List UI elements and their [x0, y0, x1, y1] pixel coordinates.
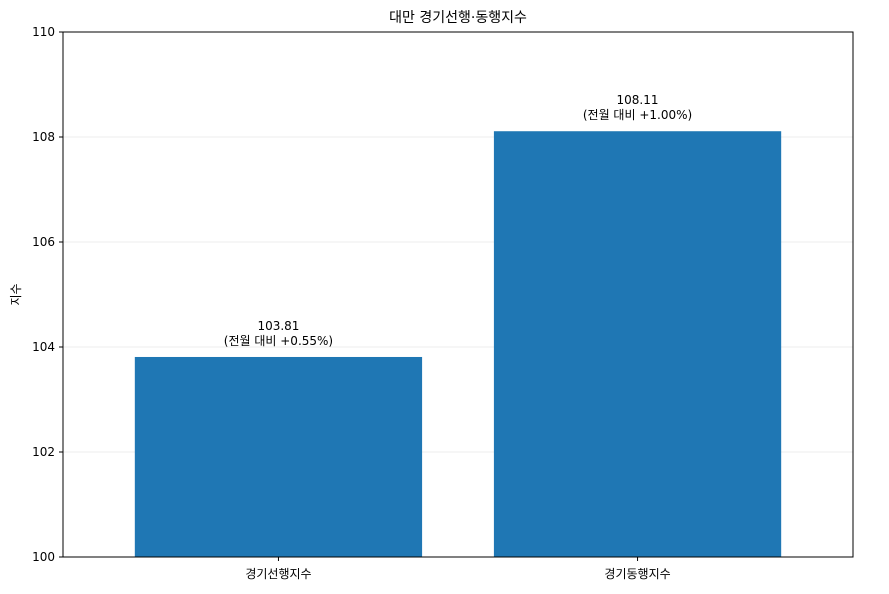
y-tick-label: 106: [32, 235, 55, 249]
bar-value-label: 103.81: [257, 319, 299, 333]
y-tick-label: 100: [32, 550, 55, 564]
y-tick-label: 108: [32, 130, 55, 144]
x-axis-ticks: 경기선행지수 경기동행지수: [245, 557, 671, 581]
bar-change-label: (전월 대비 +1.00%): [583, 108, 692, 122]
data-labels: 103.81(전월 대비 +0.55%) 108.11(전월 대비 +1.00%): [224, 93, 692, 348]
bar-1: [134, 356, 423, 557]
y-tick-label: 110: [32, 25, 55, 39]
y-axis-ticks: 100 102 104 106 108 110: [32, 25, 63, 564]
chart-title: 대만 경기선행·동행지수: [389, 10, 527, 26]
x-tick-label: 경기동행지수: [604, 566, 670, 581]
bar-change-label: (전월 대비 +0.55%): [224, 334, 333, 348]
y-tick-label: 102: [32, 445, 55, 459]
bar-value-label: 108.11: [617, 93, 659, 107]
x-tick-label: 경기선행지수: [245, 566, 311, 581]
y-tick-label: 104: [32, 340, 55, 354]
bars: [134, 131, 782, 557]
bar-2: [493, 131, 782, 557]
plot-area-frame: [62, 31, 854, 558]
y-axis-label: 지수: [9, 283, 23, 305]
